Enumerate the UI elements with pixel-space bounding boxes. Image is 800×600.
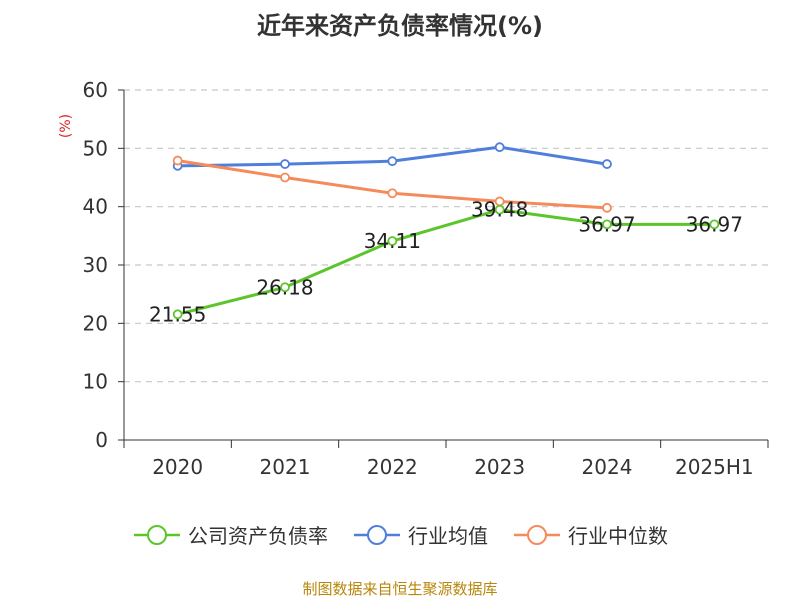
x-tick-label: 2023 [474, 455, 525, 479]
data-point [494, 204, 505, 215]
x-tick-label: 2021 [260, 455, 311, 479]
data-point [280, 172, 290, 183]
x-tick-label: 2020 [152, 455, 203, 479]
legend-item[interactable]: 行业均值 [352, 520, 488, 549]
data-label: 36.97 [578, 212, 635, 236]
data-label: 34.11 [364, 229, 421, 253]
legend-marker-icon [134, 524, 180, 545]
legend-label: 行业均值 [408, 524, 488, 548]
y-tick-label: 60 [83, 78, 108, 102]
legend: 公司资产负债率 行业均值 行业中位数 [0, 520, 800, 549]
data-point [172, 155, 183, 166]
legend-marker-icon [514, 524, 560, 545]
series-line [177, 208, 715, 316]
y-tick-label: 10 [83, 370, 108, 394]
data-point [602, 159, 612, 169]
series-line [177, 159, 608, 210]
y-axis-label: (%) [58, 114, 74, 138]
x-tick-label: 2022 [367, 455, 418, 479]
data-point [602, 219, 612, 230]
data-point [602, 202, 612, 213]
data-point [280, 282, 290, 293]
legend-label: 公司资产负债率 [188, 524, 328, 548]
x-tick-label: 2025H1 [675, 455, 754, 479]
data-point [709, 219, 720, 230]
data-point [387, 188, 398, 199]
y-tick-label: 0 [95, 428, 108, 452]
data-label: 39.48 [471, 198, 528, 222]
source-note: 制图数据来自恒生聚源数据库 [302, 580, 498, 598]
data-point [387, 236, 398, 246]
legend-item[interactable]: 公司资产负债率 [132, 520, 328, 549]
x-tick-label: 2024 [582, 455, 633, 479]
y-tick-label: 50 [83, 136, 108, 160]
legend-label: 行业中位数 [568, 524, 668, 548]
data-label: 36.97 [686, 212, 743, 236]
data-label: 21.55 [149, 302, 206, 326]
legend-item[interactable]: 行业中位数 [512, 520, 668, 549]
legend-marker-icon [354, 524, 400, 545]
data-point [494, 142, 505, 153]
y-tick-label: 30 [83, 253, 108, 277]
data-point [280, 159, 290, 169]
chart-title: 近年来资产负债率情况(%) [257, 12, 543, 40]
data-point [172, 309, 183, 320]
y-tick-label: 20 [83, 311, 108, 335]
data-label: 26.18 [256, 275, 313, 299]
data-point [387, 156, 398, 167]
y-tick-label: 40 [83, 195, 108, 219]
